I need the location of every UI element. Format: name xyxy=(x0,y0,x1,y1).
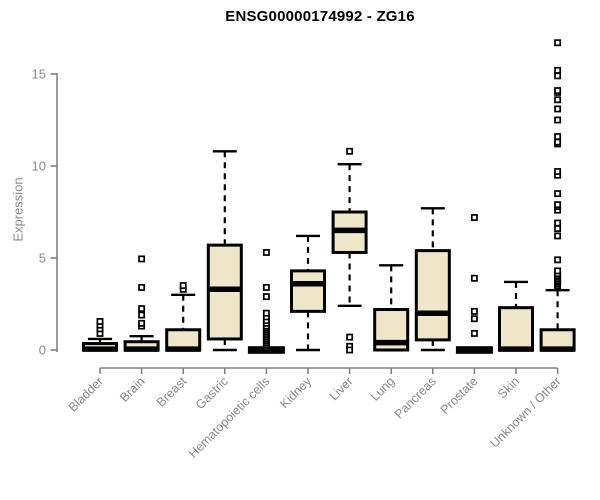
x-tick-label-bladder: Bladder xyxy=(66,374,106,414)
outlier-point xyxy=(262,283,270,291)
outlier-point xyxy=(554,225,562,233)
y-axis: 0 5 10 15 xyxy=(32,67,58,358)
collapsed-box xyxy=(455,346,493,354)
box-group-liver xyxy=(331,147,368,354)
outlier-point xyxy=(554,87,562,95)
y-tick-label: 15 xyxy=(32,67,46,82)
outlier-point xyxy=(179,282,187,290)
outlier-point xyxy=(346,147,354,155)
outlier-point xyxy=(554,267,562,275)
box-group-gastric xyxy=(206,150,243,352)
box-group-pancreas xyxy=(414,207,451,352)
box-group-unknown-other xyxy=(539,39,576,352)
x-tick-label-breast: Breast xyxy=(154,374,190,410)
outlier-point xyxy=(262,249,270,256)
outlier-point xyxy=(554,116,562,124)
outlier-point xyxy=(138,255,146,263)
outlier-point xyxy=(470,274,478,282)
x-tick-label-unknown-other: Unknown / Other xyxy=(487,374,563,450)
x-tick-label-kidney: Kidney xyxy=(277,374,314,411)
outlier-point xyxy=(554,72,562,80)
box-rect xyxy=(414,249,451,342)
box-group-bladder xyxy=(82,318,118,352)
box-group-hematopoietic-cells xyxy=(247,249,285,354)
box-group-prostate xyxy=(455,214,493,354)
box-rect xyxy=(498,306,534,352)
box-group-breast xyxy=(165,282,202,352)
box-group-lung xyxy=(373,264,410,352)
outlier-point xyxy=(554,96,562,104)
box-group-skin xyxy=(498,280,534,352)
x-tick-label-pancreas: Pancreas xyxy=(392,374,439,421)
outlier-point xyxy=(346,333,354,341)
outlier-point xyxy=(262,293,270,301)
outlier-point xyxy=(346,346,354,354)
outlier-point xyxy=(554,201,562,209)
x-tick-label-prostate: Prostate xyxy=(438,374,481,417)
outlier-point xyxy=(138,319,146,327)
box-rect xyxy=(290,269,326,313)
y-tick-label: 10 xyxy=(32,159,46,174)
outlier-point xyxy=(470,214,478,221)
outlier-point xyxy=(554,138,562,146)
y-tick-label: 5 xyxy=(39,251,46,266)
outlier-point xyxy=(554,39,562,47)
outlier-point xyxy=(138,311,146,319)
outlier-point xyxy=(96,318,104,325)
x-tick-label-brain: Brain xyxy=(117,374,148,405)
outlier-point xyxy=(554,105,562,113)
box-group-brain xyxy=(123,255,160,352)
outlier-point xyxy=(554,133,562,141)
outlier-point xyxy=(262,309,270,317)
outlier-point xyxy=(554,190,562,198)
outlier-point xyxy=(554,168,562,175)
box-group-kidney xyxy=(290,234,326,352)
outlier-point xyxy=(138,305,146,313)
box-rect xyxy=(206,243,243,341)
x-tick-label-gastric: Gastric xyxy=(193,374,231,412)
x-tick-label-liver: Liver xyxy=(327,374,356,403)
x-tick-label-hematopoietic-cells: Hematopoietic cells xyxy=(186,374,273,461)
y-tick-label: 0 xyxy=(39,343,46,358)
chart-title: ENSG00000174992 - ZG16 xyxy=(225,8,415,25)
outlier-point xyxy=(470,329,478,337)
outlier-point xyxy=(470,307,478,315)
outlier-point xyxy=(554,232,562,240)
outlier-point xyxy=(554,66,562,74)
outlier-point xyxy=(470,315,478,323)
outlier-point xyxy=(554,256,562,264)
x-tick-label-lung: Lung xyxy=(368,374,398,404)
outlier-point xyxy=(554,219,562,227)
x-tick-label-skin: Skin xyxy=(495,374,522,401)
outlier-point xyxy=(138,283,146,291)
